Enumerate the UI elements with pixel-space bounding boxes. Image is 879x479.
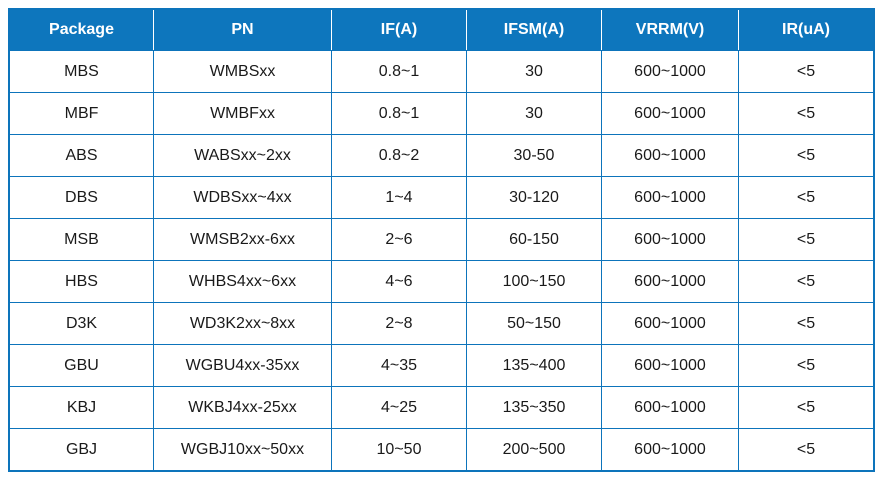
cell-ifsm: 30 (467, 92, 602, 134)
cell-ir: <5 (739, 260, 873, 302)
cell-vrrm: 600~1000 (602, 176, 739, 218)
cell-vrrm: 600~1000 (602, 260, 739, 302)
cell-package: KBJ (10, 386, 154, 428)
table-row: GBU WGBU4xx-35xx 4~35 135~400 600~1000 <… (10, 344, 873, 386)
spec-table: Package PN IF(A) IFSM(A) VRRM(V) IR(uA) … (8, 8, 875, 472)
cell-ifsm: 135~400 (467, 344, 602, 386)
table-row: D3K WD3K2xx~8xx 2~8 50~150 600~1000 <5 (10, 302, 873, 344)
cell-if: 0.8~1 (332, 92, 467, 134)
table-header: Package PN IF(A) IFSM(A) VRRM(V) IR(uA) (10, 10, 873, 50)
cell-ifsm: 50~150 (467, 302, 602, 344)
cell-if: 4~25 (332, 386, 467, 428)
cell-if: 2~6 (332, 218, 467, 260)
header-cell-pn: PN (154, 10, 332, 50)
cell-if: 2~8 (332, 302, 467, 344)
cell-if: 4~35 (332, 344, 467, 386)
table-row: GBJ WGBJ10xx~50xx 10~50 200~500 600~1000… (10, 428, 873, 470)
cell-ir: <5 (739, 92, 873, 134)
cell-vrrm: 600~1000 (602, 302, 739, 344)
cell-pn: WDBSxx~4xx (154, 176, 332, 218)
header-row: Package PN IF(A) IFSM(A) VRRM(V) IR(uA) (10, 10, 873, 50)
cell-package: MBS (10, 50, 154, 92)
cell-pn: WKBJ4xx-25xx (154, 386, 332, 428)
cell-pn: WMBSxx (154, 50, 332, 92)
cell-if: 0.8~2 (332, 134, 467, 176)
cell-vrrm: 600~1000 (602, 92, 739, 134)
table-row: MSB WMSB2xx-6xx 2~6 60-150 600~1000 <5 (10, 218, 873, 260)
table-row: KBJ WKBJ4xx-25xx 4~25 135~350 600~1000 <… (10, 386, 873, 428)
cell-if: 1~4 (332, 176, 467, 218)
cell-pn: WHBS4xx~6xx (154, 260, 332, 302)
header-cell-ifsm: IFSM(A) (467, 10, 602, 50)
table-row: HBS WHBS4xx~6xx 4~6 100~150 600~1000 <5 (10, 260, 873, 302)
cell-pn: WGBU4xx-35xx (154, 344, 332, 386)
cell-if: 10~50 (332, 428, 467, 470)
cell-if: 0.8~1 (332, 50, 467, 92)
cell-ir: <5 (739, 218, 873, 260)
cell-pn: WGBJ10xx~50xx (154, 428, 332, 470)
table-row: ABS WABSxx~2xx 0.8~2 30-50 600~1000 <5 (10, 134, 873, 176)
header-cell-ir: IR(uA) (739, 10, 873, 50)
table-body: MBS WMBSxx 0.8~1 30 600~1000 <5 MBF WMBF… (10, 50, 873, 470)
cell-pn: WMBFxx (154, 92, 332, 134)
cell-package: MSB (10, 218, 154, 260)
cell-ifsm: 30-50 (467, 134, 602, 176)
cell-vrrm: 600~1000 (602, 218, 739, 260)
cell-ifsm: 135~350 (467, 386, 602, 428)
cell-ir: <5 (739, 176, 873, 218)
cell-pn: WMSB2xx-6xx (154, 218, 332, 260)
header-cell-vrrm: VRRM(V) (602, 10, 739, 50)
cell-vrrm: 600~1000 (602, 344, 739, 386)
cell-ifsm: 30-120 (467, 176, 602, 218)
cell-pn: WD3K2xx~8xx (154, 302, 332, 344)
cell-package: GBJ (10, 428, 154, 470)
cell-if: 4~6 (332, 260, 467, 302)
cell-ir: <5 (739, 386, 873, 428)
cell-vrrm: 600~1000 (602, 134, 739, 176)
table-row: MBF WMBFxx 0.8~1 30 600~1000 <5 (10, 92, 873, 134)
cell-ir: <5 (739, 50, 873, 92)
cell-package: GBU (10, 344, 154, 386)
cell-ifsm: 200~500 (467, 428, 602, 470)
cell-package: D3K (10, 302, 154, 344)
table-row: MBS WMBSxx 0.8~1 30 600~1000 <5 (10, 50, 873, 92)
cell-ifsm: 100~150 (467, 260, 602, 302)
cell-ifsm: 60-150 (467, 218, 602, 260)
cell-package: DBS (10, 176, 154, 218)
cell-vrrm: 600~1000 (602, 428, 739, 470)
cell-ifsm: 30 (467, 50, 602, 92)
cell-ir: <5 (739, 428, 873, 470)
cell-ir: <5 (739, 134, 873, 176)
table-row: DBS WDBSxx~4xx 1~4 30-120 600~1000 <5 (10, 176, 873, 218)
cell-package: HBS (10, 260, 154, 302)
cell-pn: WABSxx~2xx (154, 134, 332, 176)
header-cell-package: Package (10, 10, 154, 50)
cell-ir: <5 (739, 302, 873, 344)
cell-ir: <5 (739, 344, 873, 386)
cell-package: ABS (10, 134, 154, 176)
cell-vrrm: 600~1000 (602, 50, 739, 92)
cell-package: MBF (10, 92, 154, 134)
header-cell-if: IF(A) (332, 10, 467, 50)
cell-vrrm: 600~1000 (602, 386, 739, 428)
